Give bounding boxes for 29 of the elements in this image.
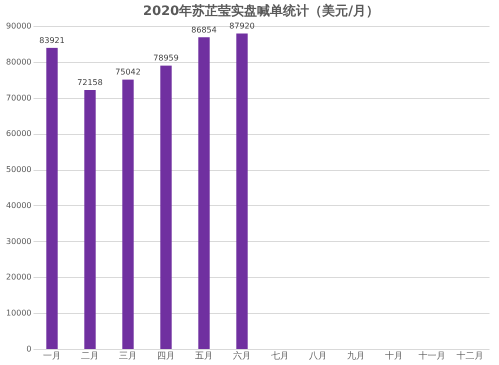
data-label: 83921 (39, 36, 65, 45)
y-tick-label: 20000 (6, 272, 32, 282)
x-tick-label: 一月 (43, 352, 61, 362)
y-tick-label: 10000 (6, 308, 32, 318)
data-label: 78959 (153, 54, 179, 63)
x-tick-label: 八月 (309, 350, 327, 362)
x-tick-label: 五月 (195, 352, 213, 362)
data-label: 87920 (229, 21, 255, 30)
y-tick-label: 80000 (6, 57, 32, 66)
y-tick-label: 90000 (6, 22, 32, 30)
x-tick-label: 二月 (81, 352, 99, 362)
y-tick-label: 0 (26, 344, 32, 354)
chart-title: 2020年苏芷莹实盘喊单统计（美元/月） (143, 3, 379, 19)
data-label: 72158 (77, 78, 103, 88)
x-tick-label: 七月 (271, 350, 289, 362)
y-tick-label: 50000 (6, 165, 32, 174)
x-tick-label: 六月 (233, 350, 251, 362)
x-tick-label: 十月 (385, 350, 403, 362)
y-tick-label: 70000 (6, 93, 32, 102)
y-tick-label: 60000 (6, 129, 32, 138)
x-tick-label: 九月 (347, 350, 365, 362)
x-tick-label: 三月 (119, 352, 137, 362)
data-label: 86854 (191, 25, 217, 34)
data-label: 75042 (115, 68, 141, 77)
x-tick-label: 十一月 (418, 350, 446, 362)
x-tick-label: 十二月 (456, 350, 484, 362)
y-tick-label: 30000 (6, 236, 32, 246)
y-tick-label: 40000 (6, 200, 32, 210)
x-tick-label: 四月 (157, 352, 175, 362)
